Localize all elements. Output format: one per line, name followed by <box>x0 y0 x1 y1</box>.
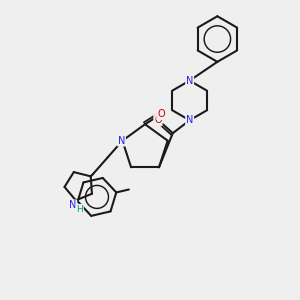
Text: O: O <box>157 109 165 119</box>
Text: N: N <box>69 200 76 210</box>
Text: N: N <box>118 136 125 146</box>
Text: N: N <box>186 76 193 85</box>
Text: O: O <box>154 115 162 125</box>
Text: N: N <box>186 115 193 125</box>
Text: H: H <box>76 205 83 214</box>
